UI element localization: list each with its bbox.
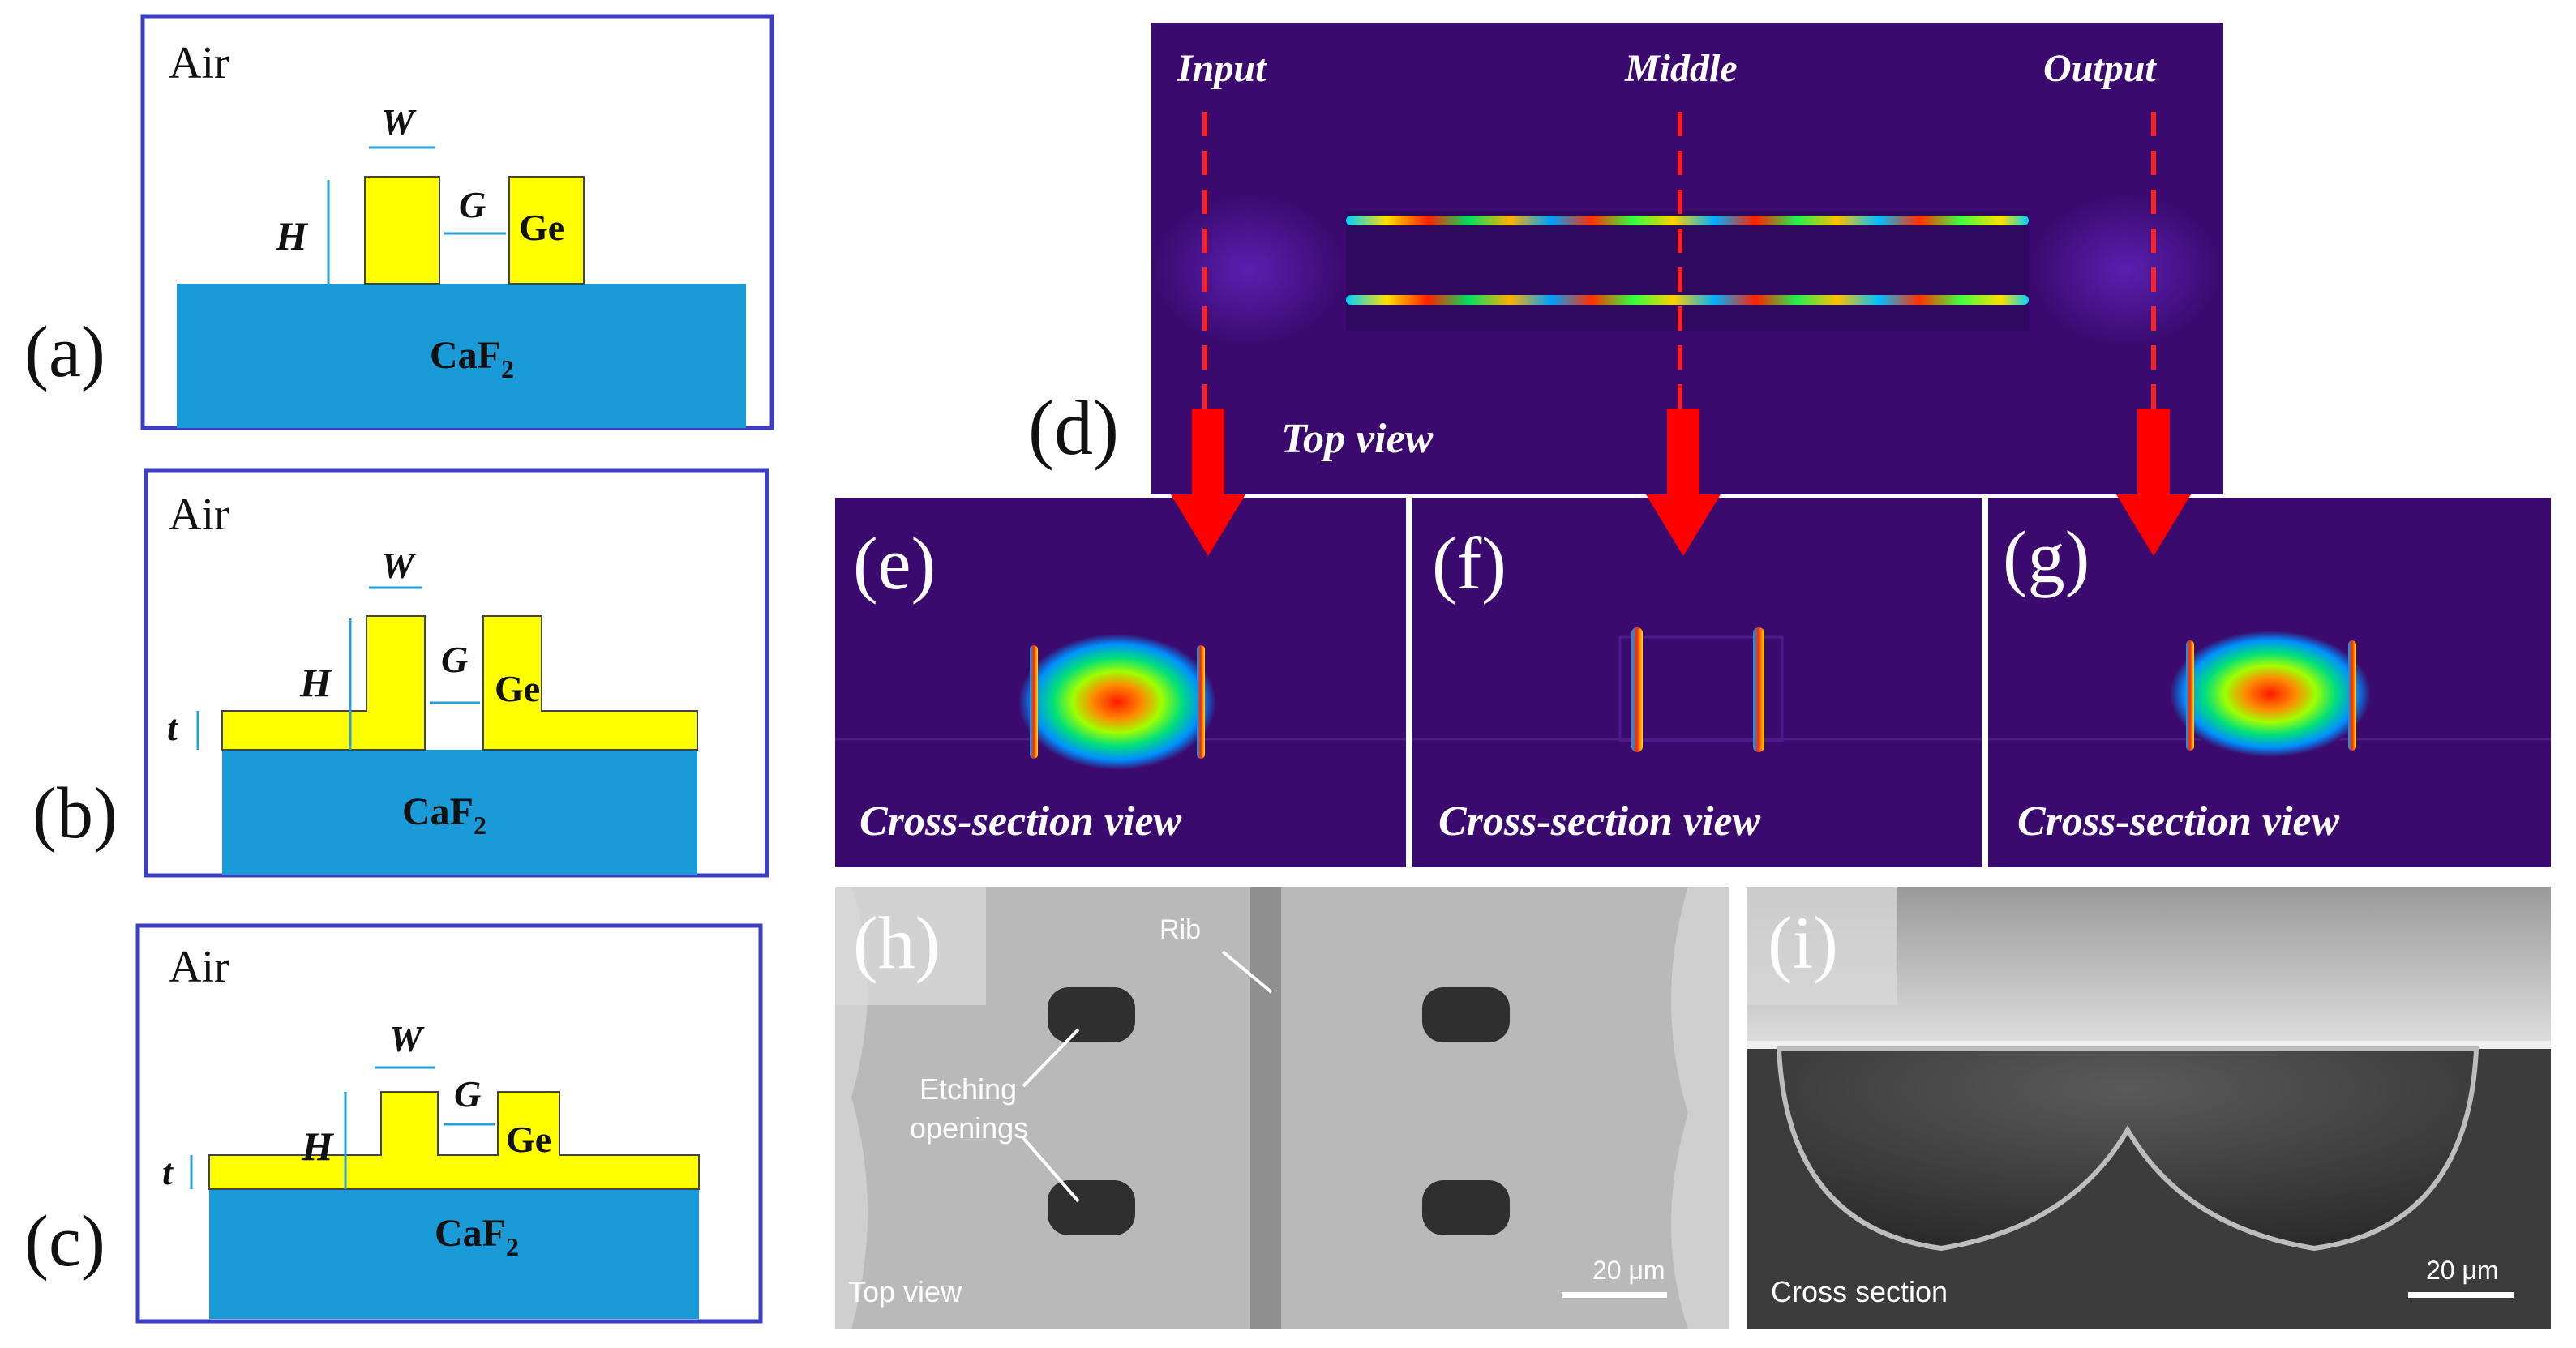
ge-label: Ge	[506, 1119, 551, 1160]
input-label: Input	[1177, 47, 1267, 90]
slot-mode-right	[1753, 627, 1764, 752]
panel-c: Air W H G Ge t CaF2 (c)	[24, 923, 763, 1324]
height-label: H	[299, 660, 333, 705]
etching-label-line2: openings	[910, 1111, 1028, 1145]
caf2-label: CaF2	[430, 334, 514, 383]
etching-opening	[1048, 1180, 1135, 1235]
air-label: Air	[169, 490, 229, 540]
output-taper	[2029, 193, 2223, 347]
sidewall-left	[2186, 640, 2194, 751]
input-taper	[1151, 193, 1346, 347]
caf2-substrate	[209, 1189, 699, 1319]
top-view-label: Top view	[1281, 416, 1434, 462]
width-label: W	[381, 101, 417, 143]
arrow-to-g	[2116, 409, 2191, 556]
scale-label: 20 μm	[1592, 1256, 1665, 1285]
etching-opening	[1422, 987, 1510, 1042]
cross-section-label: Cross-section view	[1438, 798, 1761, 845]
rib-pointer	[1221, 950, 1273, 994]
scale-label: 20 μm	[2426, 1256, 2499, 1285]
height-label: H	[275, 213, 309, 259]
height-label: H	[301, 1123, 335, 1169]
label-box	[1747, 887, 1897, 1005]
panel-g: Cross-section view	[1988, 498, 2551, 867]
rib-label: Rib	[1159, 914, 1201, 945]
etching-opening	[1048, 987, 1135, 1042]
cross-section-row: Cross-section view (e) Cross-section vie…	[835, 498, 2551, 867]
mode-profile	[2170, 631, 2371, 757]
panel-f-label: (f)	[1432, 522, 1507, 605]
panel-f: Cross-section view	[1412, 498, 1982, 867]
panel-c-label: (c)	[24, 1201, 105, 1282]
gap-label: G	[441, 639, 468, 680]
panel-a-label: (a)	[24, 312, 105, 392]
arrow-to-f	[1646, 409, 1721, 556]
etching-label-line1: Etching	[919, 1072, 1017, 1106]
rib-strip	[1250, 887, 1281, 1329]
output-label: Output	[2043, 47, 2157, 90]
cross-section-label: Cross-section view	[2017, 798, 2340, 845]
caf2-label: CaF2	[435, 1212, 519, 1261]
ge-rib-layer	[208, 1091, 700, 1190]
waveguide-body	[1346, 211, 2029, 331]
middle-label: Middle	[1624, 47, 1738, 90]
label-box	[835, 887, 986, 1005]
mode-stripe-lower	[1346, 295, 2029, 305]
mode-profile	[1018, 634, 1216, 770]
sidewall-left	[1030, 645, 1038, 759]
panel-h-label: (h)	[853, 901, 940, 984]
panel-b: Air W H G Ge t CaF2 (b)	[32, 468, 769, 878]
waveguide-outline	[1618, 635, 1784, 742]
mode-stripe-upper	[1346, 216, 2029, 225]
slot-mode-left	[1631, 627, 1643, 752]
ge-label: Ge	[519, 207, 564, 248]
etching-pointer-upper	[1022, 1028, 1080, 1088]
thickness-label: t	[162, 1151, 174, 1192]
width-label: W	[389, 1018, 425, 1059]
etching-opening	[1422, 1180, 1510, 1235]
panel-i: (i) Cross section 20 μm	[1747, 887, 2551, 1329]
red-arrows	[1171, 409, 2191, 556]
panel-e: Cross-section view	[835, 498, 1406, 867]
panel-i-label: (i)	[1768, 901, 1838, 984]
caf2-substrate	[222, 750, 697, 875]
right-edge	[1671, 887, 1729, 1329]
sidewall-right	[2348, 640, 2356, 751]
ge-rib-right	[508, 176, 585, 285]
air-label: Air	[169, 38, 229, 88]
panel-h: (h) Rib Etching openings Top view 20 μm	[835, 887, 1729, 1329]
top-view-caption: Top view	[848, 1275, 962, 1308]
ge-rib-left	[221, 615, 426, 751]
ge-rib-left	[364, 176, 440, 285]
panel-e-label: (e)	[853, 522, 936, 605]
sidewall-right	[1197, 645, 1205, 759]
panel-b-label: (b)	[32, 773, 118, 854]
panel-a: Air W H G Ge CaF2 (a)	[24, 14, 774, 430]
caf2-substrate	[177, 284, 746, 428]
arrow-to-e	[1171, 409, 1245, 556]
cross-section-label: Cross-section view	[859, 798, 1182, 845]
thickness-label: t	[167, 707, 178, 748]
air-label: Air	[169, 942, 229, 992]
panel-f-background	[1412, 498, 1982, 867]
ge-rib-right	[482, 615, 698, 751]
scale-bar	[2408, 1292, 2514, 1298]
width-label: W	[381, 545, 417, 586]
panel-g-label: (g)	[2003, 516, 2090, 598]
caf2-label: CaF2	[402, 790, 486, 840]
etching-pointer-lower	[1022, 1136, 1080, 1203]
gap-label: G	[454, 1073, 481, 1115]
etched-cavities	[1776, 1046, 2480, 1252]
panel-d-label: (d)	[1028, 384, 1119, 471]
gap-label: G	[459, 184, 486, 225]
ge-label: Ge	[495, 668, 540, 709]
cross-section-caption: Cross section	[1771, 1275, 1948, 1308]
scale-bar	[1562, 1292, 1667, 1298]
